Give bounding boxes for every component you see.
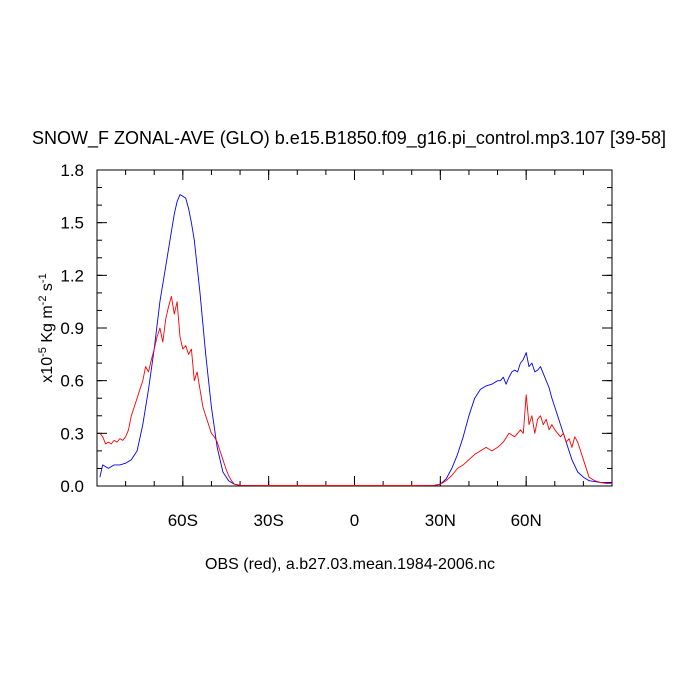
y-label-exp2: -2: [37, 296, 49, 306]
y-tick-label: 0.3: [60, 424, 84, 443]
y-label-unit1: Kg m: [39, 305, 56, 347]
x-axis: 60S 30S 0 30N 60N: [168, 170, 542, 530]
plot-frame: [96, 169, 613, 487]
y-tick-label: 0.9: [60, 319, 84, 338]
y-axis-label: x10-5 Kg m-2 s-1: [37, 273, 56, 382]
y-tick-label: 1.8: [60, 161, 84, 180]
y-tick-label: 0.0: [60, 477, 84, 496]
series-line-2: [99, 295, 612, 486]
y-minor-ticks: [97, 169, 612, 487]
series-line-1: [99, 194, 612, 486]
x-tick-label: 60S: [168, 511, 198, 530]
x-tick-label: 30N: [425, 511, 456, 530]
x-axis-label: OBS (red), a.b27.03.mean.1984-2006.nc: [205, 556, 495, 573]
plot-area: 0.0 0.3 0.6 0.9 1.2 1.5 1.8 60S 30S 0 30N 60N: [60, 161, 613, 530]
y-label-exp: -5: [37, 347, 49, 357]
y-label-base: x10: [39, 357, 56, 383]
y-axis: 0.0 0.3 0.6 0.9 1.2 1.5 1.8: [60, 161, 612, 496]
x-tick-label: 0: [350, 511, 359, 530]
y-tick-label: 0.6: [60, 372, 84, 391]
series-group: [99, 194, 612, 486]
x-minor-ticks: [125, 170, 584, 486]
y-tick-label: 1.2: [60, 266, 84, 285]
chart-title: SNOW_F ZONAL-AVE (GLO) b.e15.B1850.f09_g…: [32, 128, 666, 149]
y-label-exp3: -1: [37, 273, 49, 283]
y-label-unit2: s: [39, 283, 56, 295]
x-tick-label: 30S: [254, 511, 284, 530]
y-tick-label: 1.5: [60, 214, 84, 233]
x-tick-label: 60N: [511, 511, 542, 530]
